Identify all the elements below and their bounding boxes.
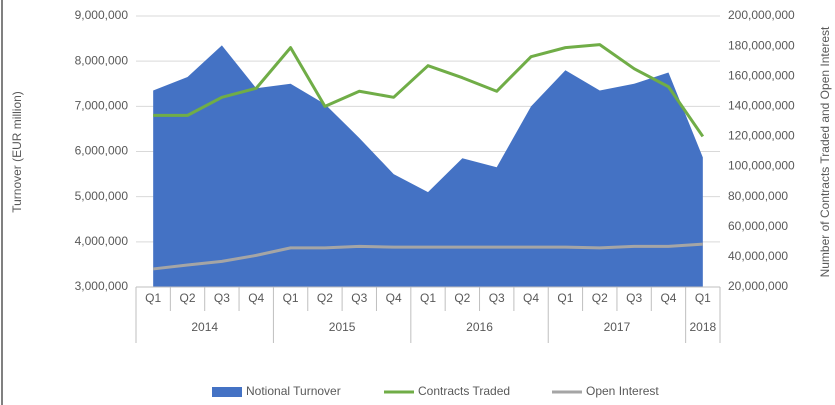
y-tick-label: 5,000,000 [75,189,129,203]
y-tick-label: 7,000,000 [75,99,129,113]
y2-tick-label: 200,000,000 [728,8,795,22]
x-tick-label: Q1 [695,291,711,305]
y-tick-label: 6,000,000 [75,144,129,158]
x-tick-label: Q4 [386,291,402,305]
y2-tick-label: 120,000,000 [728,129,795,143]
legend-swatch [212,387,242,397]
year-label: 2018 [689,320,716,334]
x-tick-label: Q2 [180,291,196,305]
y-tick-label: 4,000,000 [75,234,129,248]
x-tick-label: Q3 [351,291,367,305]
line [153,43,705,138]
y2-tick-label: 20,000,000 [728,279,788,293]
year-label: 2014 [191,320,218,334]
year-label: 2017 [604,320,631,334]
line [153,242,703,271]
x-tick-label: Q1 [145,291,161,305]
x-tick-label: Q3 [214,291,230,305]
legend-label: Contracts Traded [418,384,510,398]
y-axis-title: Turnover (EUR million) [10,91,24,213]
x-tick-label: Q1 [283,291,299,305]
y2-tick-label: 160,000,000 [728,68,795,82]
x-tick-label: Q2 [454,291,470,305]
legend-label: Notional Turnover [246,384,341,398]
x-tick-label: Q2 [317,291,333,305]
x-tick-label: Q3 [489,291,505,305]
area [153,45,703,287]
y2-tick-label: 60,000,000 [728,219,788,233]
x-tick-label: Q1 [557,291,573,305]
y2-tick-label: 80,000,000 [728,189,788,203]
year-label: 2016 [466,320,493,334]
y2-tick-label: 40,000,000 [728,249,788,263]
year-label: 2015 [329,320,356,334]
x-tick-label: Q2 [592,291,608,305]
y2-axis-title: Number of Contracts Traded and Open Inte… [818,26,832,277]
legend-label: Open Interest [586,384,659,398]
y2-tick-label: 140,000,000 [728,99,795,113]
x-tick-label: Q1 [420,291,436,305]
x-tick-label: Q3 [626,291,642,305]
y-tick-label: 8,000,000 [75,53,129,67]
y2-tick-label: 180,000,000 [728,38,795,52]
y2-tick-label: 100,000,000 [728,159,795,173]
y-tick-label: 9,000,000 [75,8,129,22]
y-tick-label: 3,000,000 [75,279,129,293]
x-tick-label: Q4 [660,291,676,305]
x-tick-label: Q4 [248,291,264,305]
x-tick-label: Q4 [523,291,539,305]
